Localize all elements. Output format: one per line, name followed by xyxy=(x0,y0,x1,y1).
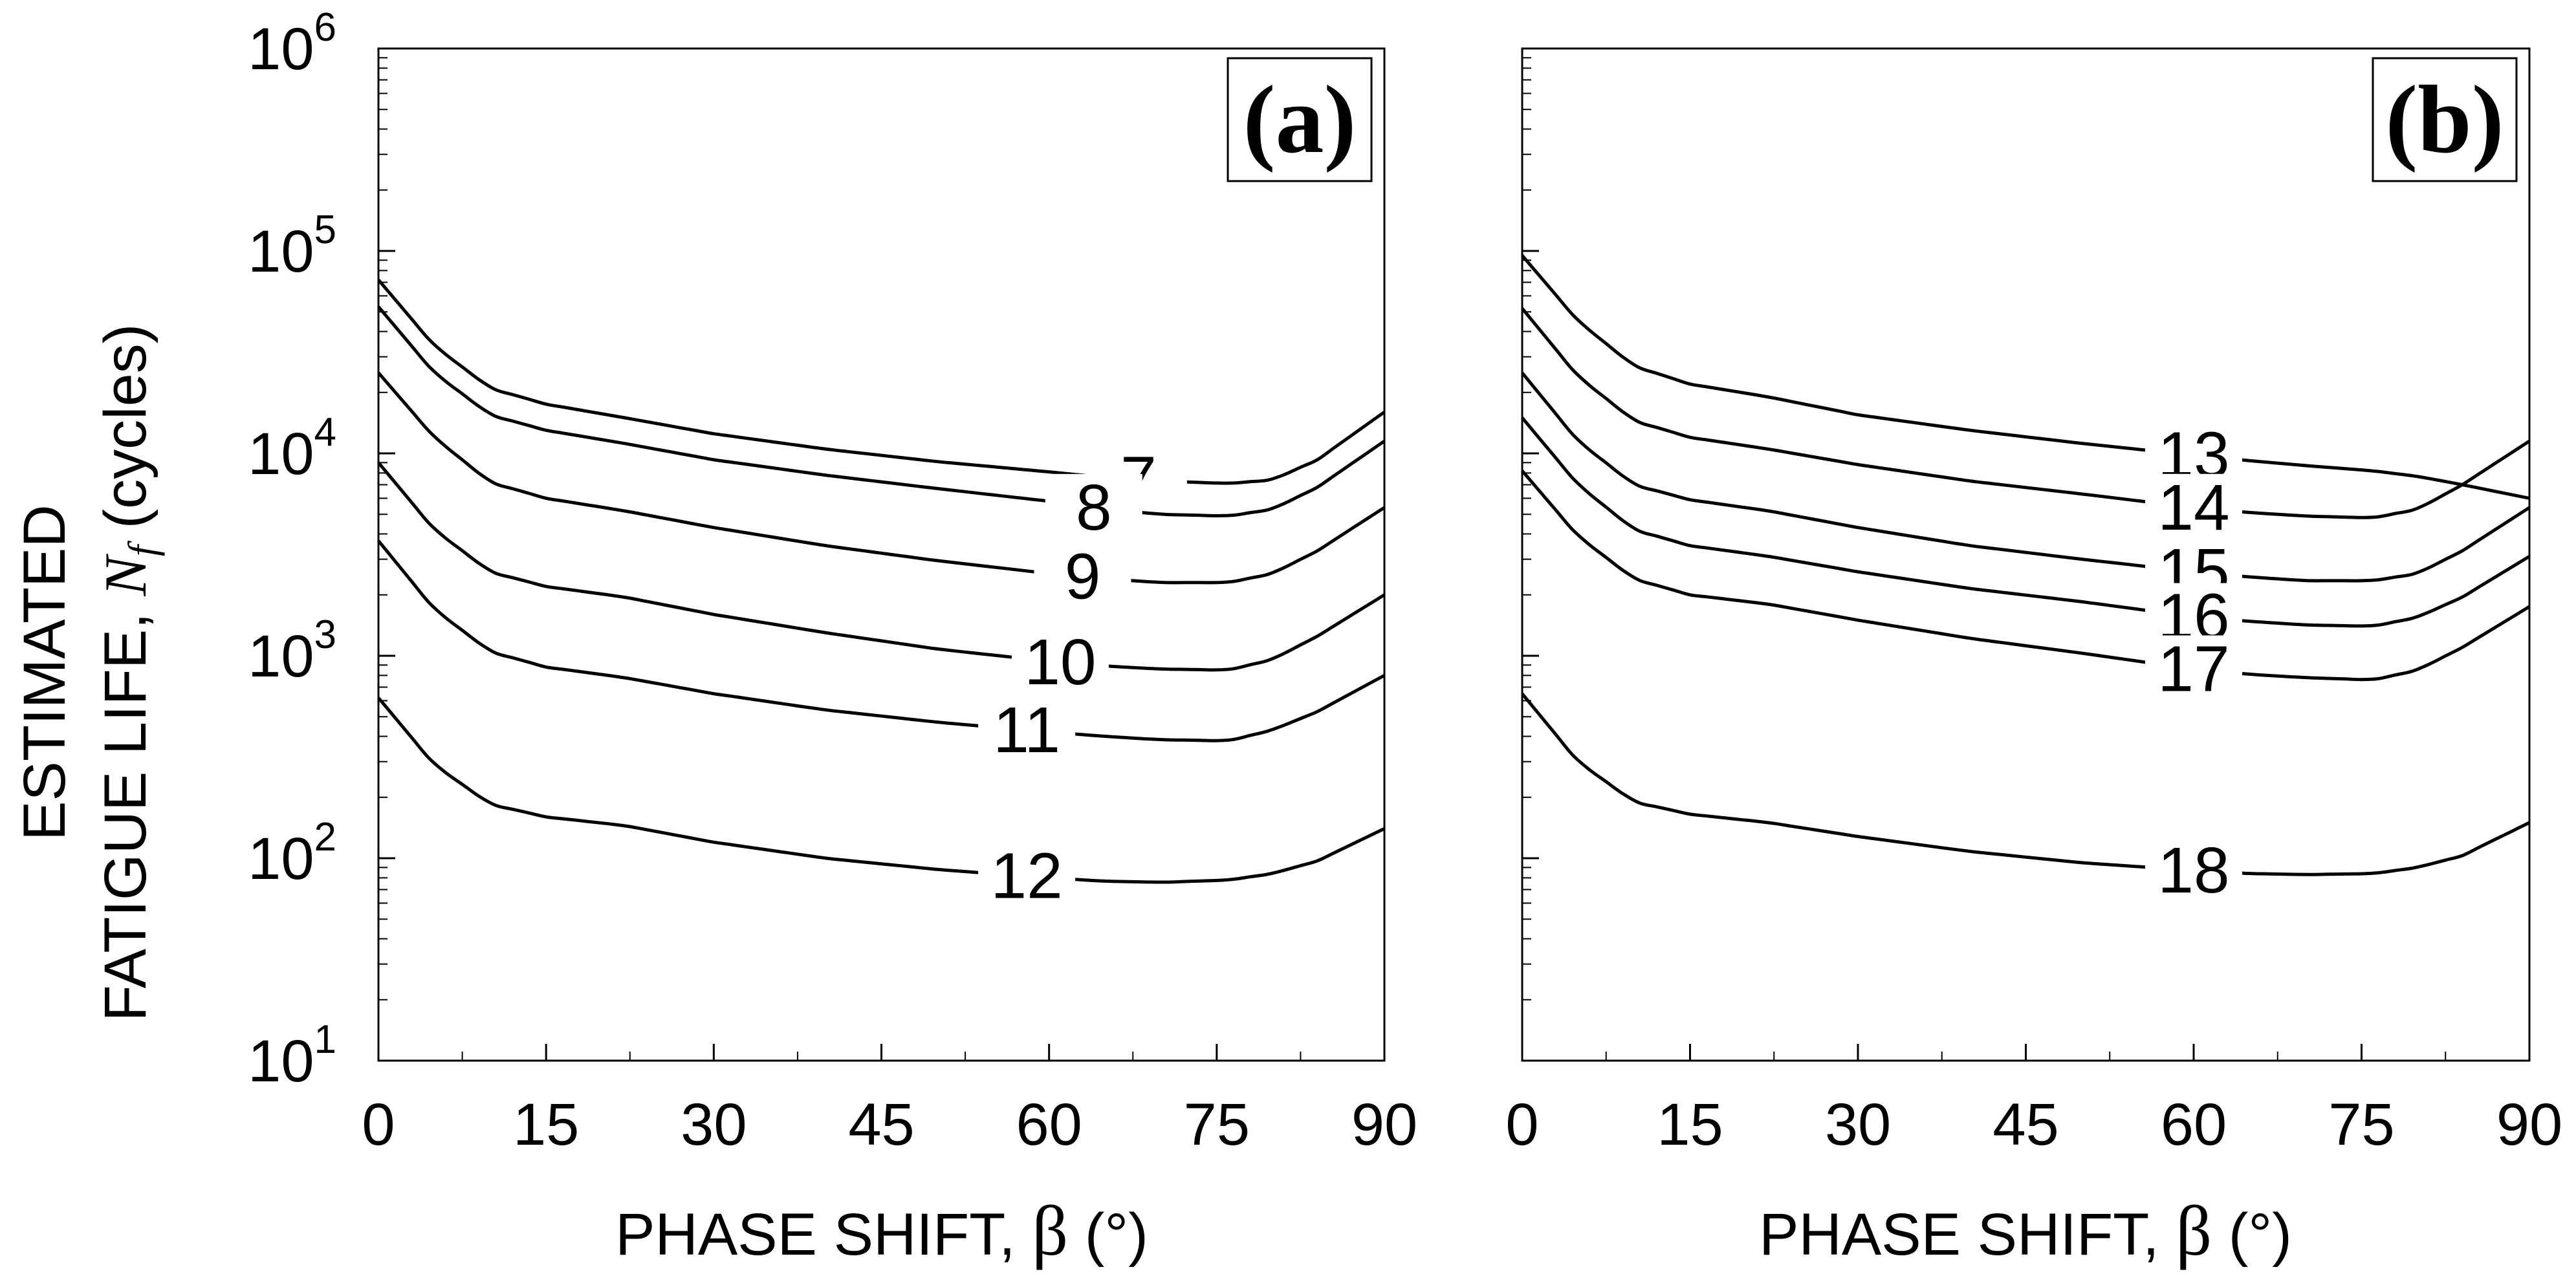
y-axis-title-line1: ESTIMATED xyxy=(12,504,78,841)
axis-ticks-b xyxy=(1521,47,2531,1062)
x-tick-label: 75 xyxy=(2328,1092,2394,1158)
series-label-18: 18 xyxy=(2157,834,2229,907)
y-tick-label: 103 xyxy=(248,612,336,689)
series-label-9: 9 xyxy=(1065,541,1101,613)
y-tick-label: 102 xyxy=(248,815,336,892)
x-tick-label: 75 xyxy=(1184,1092,1250,1158)
series-line-14 xyxy=(1521,307,2531,519)
x-tick-label: 90 xyxy=(2496,1092,2562,1158)
y-tick-label: 106 xyxy=(248,5,336,82)
series-label-mask xyxy=(1034,543,1131,611)
series-line-16 xyxy=(1521,416,2531,628)
x-tick-labels-b: 0 15 30 45 60 75 90 xyxy=(1505,1092,2562,1158)
axis-ticks-a xyxy=(377,47,1386,1062)
series-line-10 xyxy=(377,461,1386,672)
series-label-mask xyxy=(978,842,1076,910)
series-label-11: 11 xyxy=(993,694,1060,766)
series-label-mask xyxy=(2145,473,2242,541)
y-tick-label: 104 xyxy=(248,410,336,487)
x-tick-label: 60 xyxy=(2161,1092,2227,1158)
series-line-15 xyxy=(1521,371,2531,583)
series-label-mask xyxy=(1045,473,1142,541)
panel-label-a: (a) xyxy=(1243,66,1357,173)
x-tick-label: 30 xyxy=(681,1092,747,1158)
x-tick-label: 45 xyxy=(848,1092,914,1158)
y-tick-labels-a: 101 102 103 104 105 106 xyxy=(248,5,336,1094)
series-line-12 xyxy=(377,697,1386,884)
series-label-14: 14 xyxy=(2157,471,2229,544)
panel-label-b: (b) xyxy=(2385,66,2504,173)
x-tick-label: 15 xyxy=(1657,1092,1723,1158)
series-label-17: 17 xyxy=(2157,633,2229,706)
series-label-mask xyxy=(2145,635,2242,703)
series-line-11 xyxy=(377,539,1386,742)
series-label-10: 10 xyxy=(1024,626,1096,698)
x-axis-title-a: PHASE SHIFT, β (°) xyxy=(615,1191,1148,1270)
series-label-mask xyxy=(1011,628,1109,696)
x-tick-label: 60 xyxy=(1016,1092,1082,1158)
curves-a: 789101112 xyxy=(377,279,1386,913)
x-axis-title-b: PHASE SHIFT, β (°) xyxy=(1759,1191,2292,1270)
x-tick-label: 30 xyxy=(1825,1092,1891,1158)
series-line-7 xyxy=(377,279,1386,485)
series-label-8: 8 xyxy=(1076,471,1112,544)
series-line-18 xyxy=(1521,693,2531,876)
x-tick-label: 15 xyxy=(513,1092,579,1158)
series-line-17 xyxy=(1521,470,2531,682)
x-tick-label: 90 xyxy=(1351,1092,1417,1158)
series-line-9 xyxy=(377,371,1386,585)
series-label-mask xyxy=(978,696,1076,764)
x-tick-label: 45 xyxy=(1992,1092,2058,1158)
series-label-mask xyxy=(2145,836,2242,904)
y-tick-label: 105 xyxy=(248,208,336,285)
x-tick-label: 0 xyxy=(1505,1092,1538,1158)
x-tick-labels-a: 0 15 30 45 60 75 90 xyxy=(362,1092,1417,1158)
x-tick-label: 0 xyxy=(362,1092,395,1158)
series-label-12: 12 xyxy=(990,840,1062,913)
panel-label-box-a xyxy=(1227,57,1373,182)
y-tick-label: 101 xyxy=(248,1017,336,1094)
panel-label-box-b xyxy=(2372,57,2518,182)
y-axis-title-line2: FATIGUE LIFE, Nf (cycles) xyxy=(93,324,165,1022)
series-line-13 xyxy=(1521,254,2530,500)
series-line-8 xyxy=(377,305,1386,517)
